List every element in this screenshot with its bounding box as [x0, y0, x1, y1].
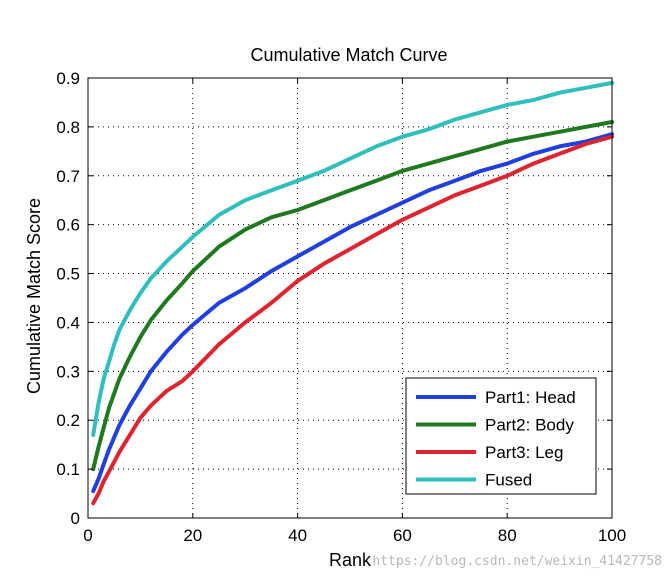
chart-title: Cumulative Match Curve [250, 45, 447, 65]
legend-label-4: Fused [485, 471, 532, 490]
legend: Part1: Head Part2: Body Part3: Leg Fused [405, 377, 597, 495]
legend-label-2: Part2: Body [485, 416, 574, 435]
y-tick-label: 0.1 [56, 460, 80, 479]
series-line-3 [91, 134, 614, 506]
y-tick-label: 0.9 [56, 69, 80, 88]
y-tick-label: 0 [71, 509, 80, 528]
legend-label-1: Part1: Head [485, 388, 576, 407]
y-axis-label: Cumulative Match Score [24, 198, 44, 394]
ticks-layer: 0 20 40 60 80 100 0 0.1 0.2 0.3 0.4 0.5 0.6 0.7 0.8 0.9 [56, 69, 626, 545]
y-tick-label: 0.8 [56, 118, 80, 137]
plot-frame [87, 77, 613, 519]
x-tick-label: 20 [183, 526, 202, 545]
series-layer [91, 80, 614, 506]
y-tick-label: 0.6 [56, 216, 80, 235]
y-tick-label: 0.2 [56, 411, 80, 430]
series-line-1 [91, 132, 614, 494]
watermark-text: https://blog.csdn.net/weixin_41427758 [372, 554, 662, 569]
x-tick-label: 60 [393, 526, 412, 545]
x-tick-label: 0 [83, 526, 92, 545]
legend-label-3: Part3: Leg [485, 443, 563, 462]
y-tick-label: 0.4 [56, 313, 80, 332]
y-tick-label: 0.3 [56, 362, 80, 381]
y-tick-label: 0.5 [56, 265, 80, 284]
series-line-2 [91, 120, 614, 472]
series-line-4 [91, 80, 614, 437]
x-tick-label: 80 [498, 526, 517, 545]
x-tick-label: 40 [288, 526, 307, 545]
x-tick-label: 100 [598, 526, 626, 545]
y-tick-label: 0.7 [56, 167, 80, 186]
grid-layer [88, 78, 612, 518]
x-axis-label: Rank [329, 550, 372, 570]
